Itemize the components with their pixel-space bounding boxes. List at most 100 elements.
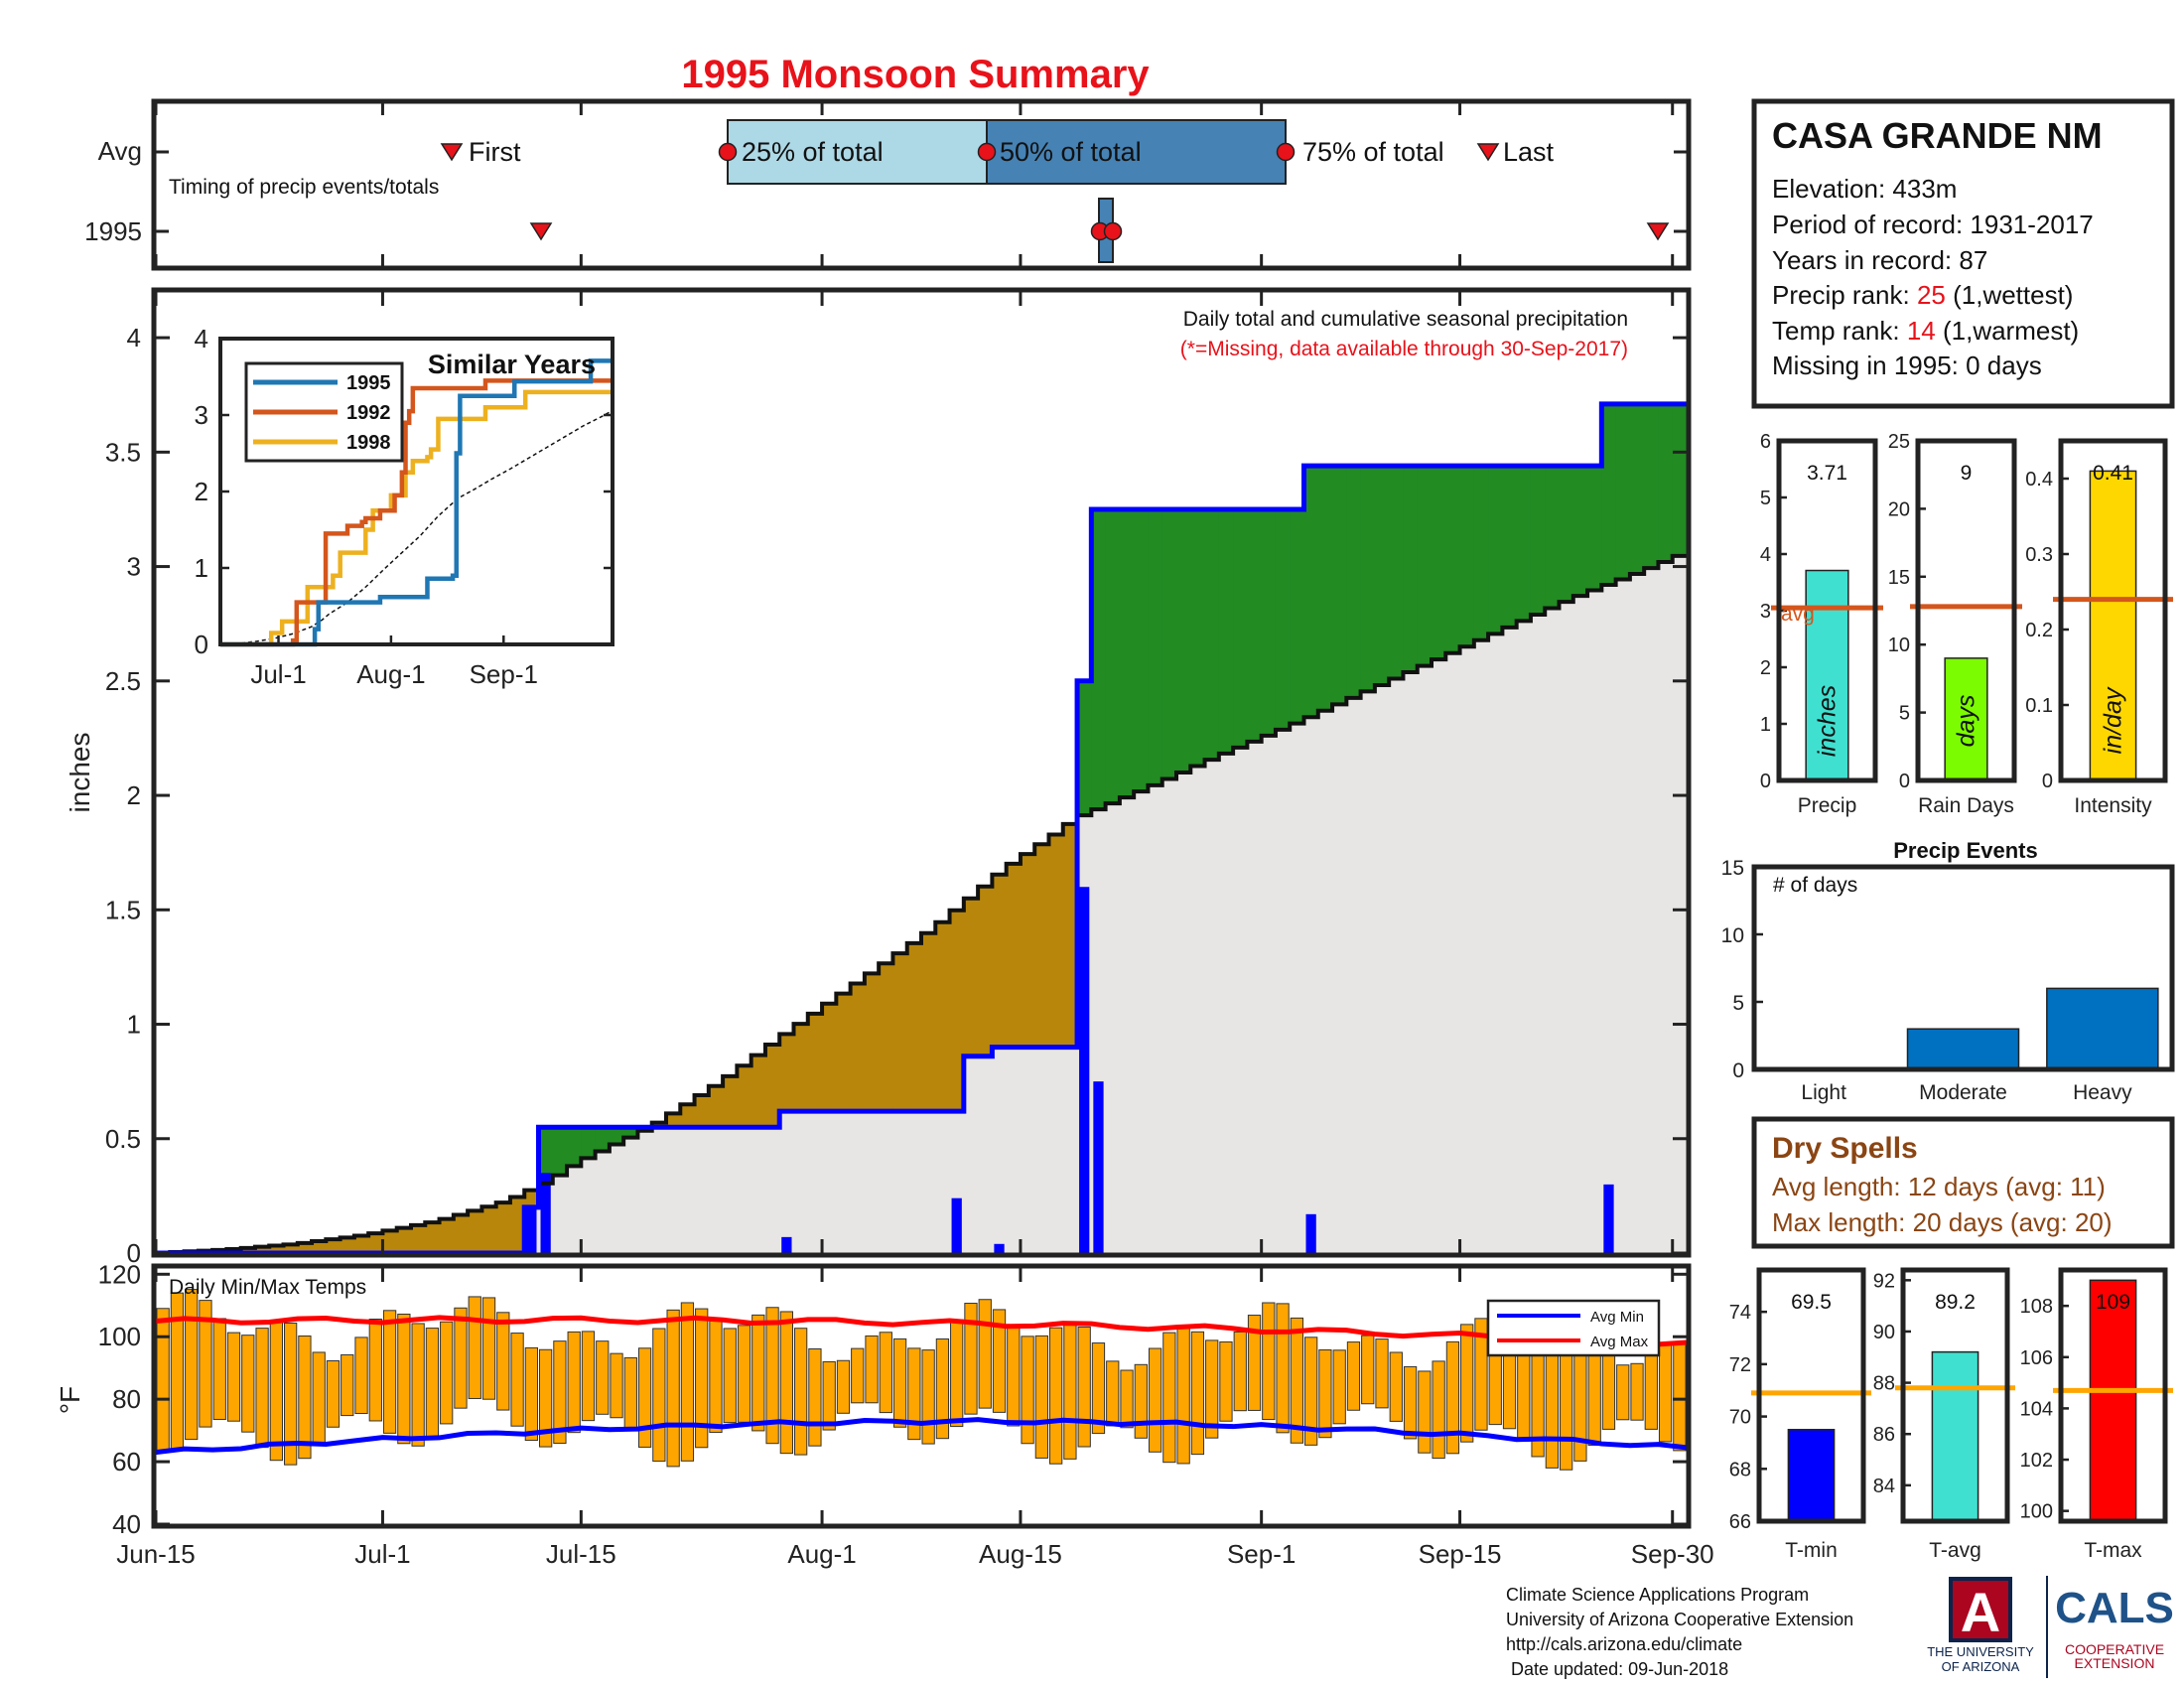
normal-fill-day xyxy=(1204,760,1220,1253)
daily-temp-bar xyxy=(1021,1336,1034,1445)
daily-temp-bar xyxy=(440,1321,454,1425)
normal-fill-day xyxy=(1403,672,1419,1253)
main-y-tick-label: 3.5 xyxy=(105,437,141,467)
daily-temp-bar xyxy=(921,1349,935,1445)
normal-fill-day xyxy=(1459,646,1475,1253)
daily-temp-bar xyxy=(1403,1365,1418,1440)
above-normal-fill xyxy=(1488,466,1503,634)
panel-y-tick-label: 5 xyxy=(1760,488,1771,509)
temp-plot-frame xyxy=(151,1263,1692,1529)
normal-fill-day xyxy=(1303,717,1319,1253)
daily-temp-bar xyxy=(865,1335,879,1404)
cals-coop-2: EXTENSION xyxy=(2075,1655,2155,1671)
events-bar-moderate xyxy=(1906,1028,2020,1070)
below-normal-fill xyxy=(737,1065,752,1128)
percent-marker xyxy=(718,142,738,162)
above-normal-fill xyxy=(1403,466,1419,673)
pct75-label: 75% of total xyxy=(1302,137,1444,167)
daily-temp-bar xyxy=(1247,1315,1262,1411)
below-normal-fill xyxy=(1020,854,1035,1048)
normal-fill-day xyxy=(1148,784,1163,1253)
panel-y-tick-label: 66 xyxy=(1729,1511,1751,1533)
above-normal-fill xyxy=(1247,508,1263,742)
normal-fill-day xyxy=(723,1127,738,1253)
below-normal-fill xyxy=(822,1003,837,1112)
footer-line-3: http://cals.arizona.edu/climate xyxy=(1506,1634,1742,1654)
normal-fill-day xyxy=(1629,573,1645,1253)
main-y-tick-label: 0 xyxy=(127,1238,141,1268)
above-normal-fill xyxy=(1218,508,1234,754)
daily-temp-bar xyxy=(1219,1340,1233,1422)
panel-y-tick-label: 68 xyxy=(1729,1459,1751,1480)
daily-temp-bar xyxy=(269,1320,284,1462)
daily-temp-bar xyxy=(199,1300,212,1428)
daily-precip-bar xyxy=(526,1206,537,1253)
above-normal-fill xyxy=(1148,508,1163,785)
panel-frame xyxy=(2058,438,2168,783)
dry-spells-frame xyxy=(1751,1116,2175,1249)
below-normal-fill xyxy=(269,1245,285,1253)
panel-frame xyxy=(2058,1267,2168,1524)
date-tick-label: Jun-15 xyxy=(116,1539,196,1569)
events-category-label: Heavy xyxy=(2073,1081,2132,1104)
event-marker xyxy=(1646,222,1670,241)
daily-temp-bar xyxy=(1389,1351,1403,1422)
daily-temp-bar xyxy=(581,1331,596,1422)
panel-y-tick-label: 2 xyxy=(1760,657,1771,679)
daily-temp-bar xyxy=(623,1356,637,1431)
above-normal-fill xyxy=(1530,466,1546,615)
events-category-label: Light xyxy=(1801,1081,1846,1104)
daily-temp-bar xyxy=(354,1336,368,1415)
above-normal-fill xyxy=(1360,466,1376,692)
below-normal-fill xyxy=(708,1085,724,1128)
above-normal-fill xyxy=(1545,466,1561,609)
daily-temp-bar xyxy=(879,1332,892,1414)
daily-temp-bar xyxy=(1120,1369,1134,1429)
footer-line-1: Climate Science Applications Program xyxy=(1506,1585,1809,1605)
daily-temp-bar xyxy=(596,1340,610,1415)
normal-fill-day xyxy=(623,1137,639,1253)
daily-temp-bar xyxy=(1601,1351,1616,1430)
normal-fill-day xyxy=(1572,596,1588,1253)
dry-spells-box: Dry Spells Avg length: 12 days (avg: 11)… xyxy=(1751,1116,2175,1249)
normal-fill-day xyxy=(1432,659,1446,1253)
inset-title: Similar Years xyxy=(428,350,596,379)
footer-line-2: University of Arizona Cooperative Extens… xyxy=(1506,1610,1853,1629)
below-normal-fill xyxy=(751,1055,766,1128)
inset-x-tick-label: Jul-1 xyxy=(250,659,306,689)
below-normal-fill xyxy=(793,1024,809,1112)
normal-fill-day xyxy=(793,1111,809,1253)
daily-temp-bar xyxy=(964,1303,978,1415)
avg-first-label: First xyxy=(469,137,521,167)
tmax-bar xyxy=(2089,1279,2137,1522)
ua-logo-top: THE UNIVERSITY xyxy=(1927,1644,2034,1659)
below-normal-fill xyxy=(1048,834,1064,1048)
daily-precip-bar xyxy=(1305,1213,1316,1253)
precip-events-plot: Light Moderate Heavy 0 5 10 15 Precip Events #… xyxy=(1721,838,2175,1104)
cals-logo-text: CALS xyxy=(2055,1584,2174,1632)
daily-precip-bar xyxy=(1603,1184,1614,1253)
normal-fill-day xyxy=(1119,797,1135,1253)
avg-max-line xyxy=(155,1315,1688,1347)
below-normal-fill xyxy=(978,886,993,1056)
normal-fill-day xyxy=(1134,791,1150,1253)
daily-temp-bar xyxy=(1375,1338,1389,1409)
panel-y-tick-label: 6 xyxy=(1760,431,1771,453)
daily-temp-bar xyxy=(1346,1341,1361,1411)
panel-y-tick-label: 0 xyxy=(1899,771,1910,792)
avg-last-label: Last xyxy=(1503,137,1555,167)
above-normal-fill xyxy=(1290,508,1305,724)
above-normal-fill xyxy=(581,1127,597,1159)
normal-fill-day xyxy=(822,1111,837,1253)
normal-fill-day xyxy=(1062,1047,1078,1253)
daily-temp-bar xyxy=(765,1307,779,1445)
panel-y-tick-label: 0.3 xyxy=(2025,544,2053,566)
ua-logo-block xyxy=(1949,1577,2012,1642)
normal-fill-day xyxy=(906,1111,922,1253)
pct50-75-box xyxy=(986,119,1287,185)
date-tick-label: Aug-15 xyxy=(979,1539,1062,1569)
temp-ylabel: °F xyxy=(55,1386,85,1414)
panel-y-tick-label: 86 xyxy=(1873,1424,1895,1446)
normal-fill-day xyxy=(708,1127,724,1253)
above-normal-fill xyxy=(1204,508,1220,761)
